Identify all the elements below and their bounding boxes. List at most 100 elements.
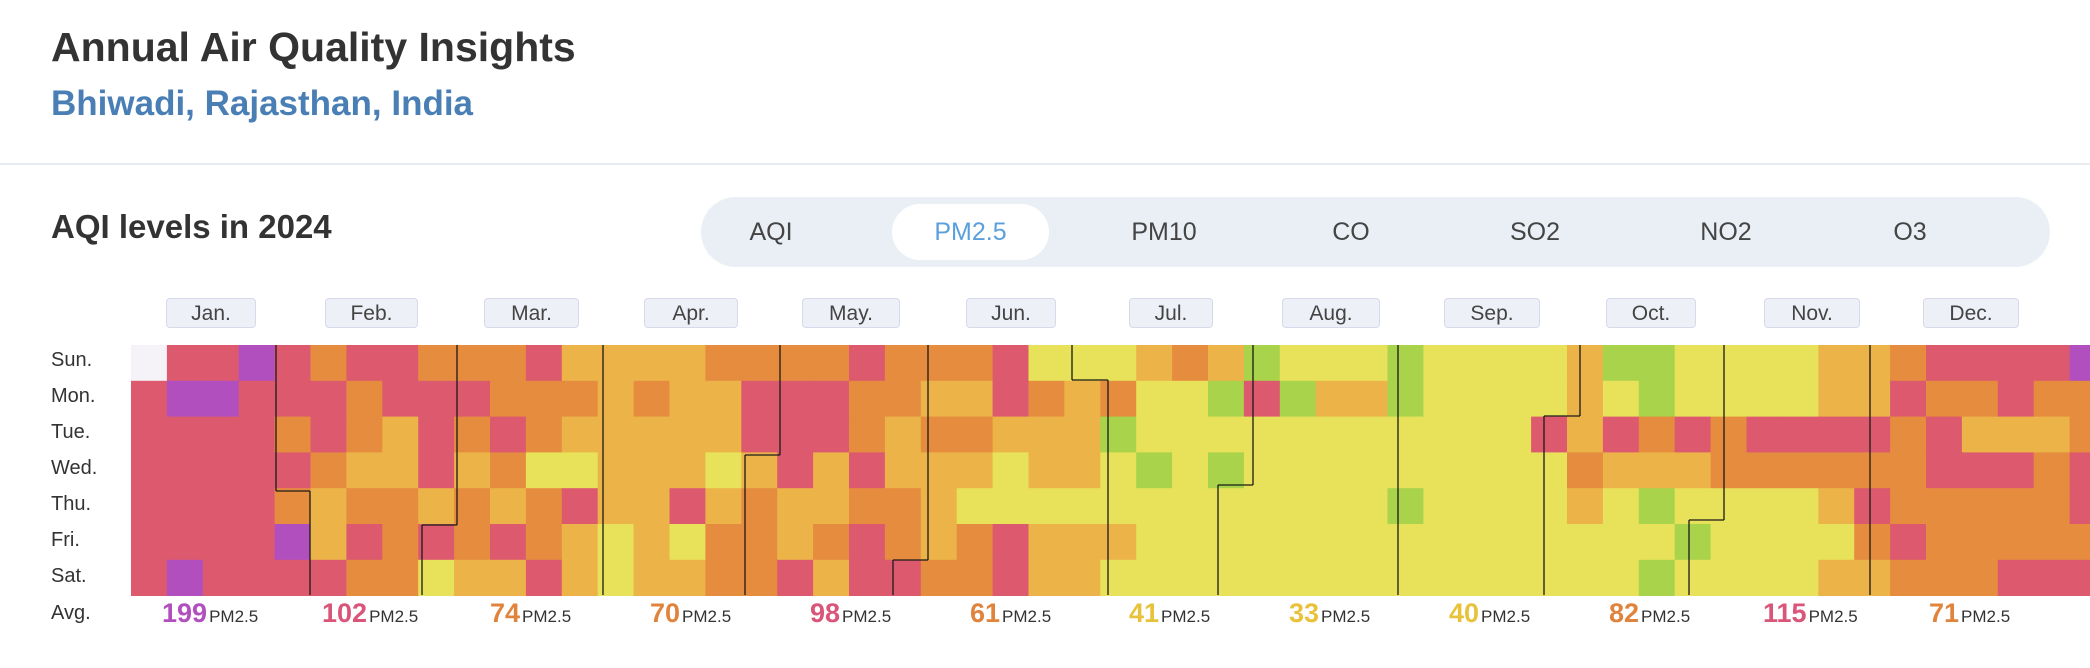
heatmap-cell-fri-week-41[interactable] [1567, 524, 1604, 561]
heatmap-cell-sun-week-37[interactable] [1423, 345, 1460, 382]
heatmap-cell-sat-week-43[interactable] [1638, 559, 1676, 596]
heatmap-cell-tue-week-27[interactable] [1064, 416, 1101, 453]
heatmap-cell-thu-week-13[interactable] [561, 488, 599, 525]
heatmap-cell-mon-week-34[interactable] [1315, 380, 1352, 417]
heatmap-cell-wed-week-9[interactable] [418, 452, 455, 489]
heatmap-cell-thu-week-28[interactable] [1100, 488, 1137, 525]
heatmap-cell-fri-week-19[interactable] [777, 524, 814, 561]
heatmap-cell-mon-week-35[interactable] [1351, 380, 1388, 417]
heatmap-cell-sat-week-28[interactable] [1100, 559, 1137, 596]
heatmap-cell-tue-week-43[interactable] [1638, 416, 1676, 453]
heatmap-cell-mon-week-33[interactable] [1279, 380, 1317, 417]
heatmap-cell-mon-week-49[interactable] [1854, 380, 1891, 417]
heatmap-cell-tue-week-53[interactable] [1997, 416, 2035, 453]
heatmap-cell-wed-week-15[interactable] [633, 452, 670, 489]
heatmap-cell-thu-week-20[interactable] [813, 488, 850, 525]
heatmap-cell-sun-week-15[interactable] [633, 345, 670, 382]
heatmap-cell-mon-week-51[interactable] [1926, 380, 1963, 417]
heatmap-cell-mon-week-3[interactable] [202, 380, 240, 417]
heatmap-cell-tue-week-37[interactable] [1423, 416, 1460, 453]
heatmap-cell-tue-week-39[interactable] [1495, 416, 1532, 453]
heatmap-cell-wed-week-17[interactable] [705, 452, 742, 489]
heatmap-cell-sun-week-28[interactable] [1100, 345, 1137, 382]
heatmap-cell-mon-week-55[interactable] [2069, 380, 2090, 417]
heatmap-cell-tue-week-40[interactable] [1531, 416, 1568, 453]
heatmap-cell-sat-week-12[interactable] [525, 559, 563, 596]
heatmap-cell-sat-week-15[interactable] [633, 559, 670, 596]
heatmap-cell-fri-week-38[interactable] [1459, 524, 1496, 561]
heatmap-cell-tue-week-15[interactable] [633, 416, 670, 453]
heatmap-cell-wed-week-2[interactable] [166, 452, 204, 489]
heatmap-cell-sun-week-30[interactable] [1172, 345, 1209, 382]
heatmap-cell-sun-week-13[interactable] [561, 345, 599, 382]
heatmap-cell-fri-week-17[interactable] [705, 524, 742, 561]
heatmap-cell-thu-week-18[interactable] [741, 488, 778, 525]
heatmap-cell-mon-week-50[interactable] [1890, 380, 1927, 417]
heatmap-cell-sun-week-21[interactable] [849, 345, 886, 382]
heatmap-cell-thu-week-40[interactable] [1531, 488, 1568, 525]
heatmap-cell-sat-week-14[interactable] [597, 559, 634, 596]
heatmap-cell-thu-week-46[interactable] [1746, 488, 1783, 525]
heatmap-cell-mon-week-48[interactable] [1818, 380, 1855, 417]
heatmap-cell-mon-week-47[interactable] [1782, 380, 1819, 417]
heatmap-cell-thu-week-4[interactable] [238, 488, 275, 525]
heatmap-cell-thu-week-17[interactable] [705, 488, 742, 525]
heatmap-cell-fri-week-29[interactable] [1136, 524, 1173, 561]
heatmap-cell-sat-week-16[interactable] [669, 559, 706, 596]
heatmap-cell-sat-week-32[interactable] [1243, 559, 1281, 596]
heatmap-cell-mon-week-29[interactable] [1136, 380, 1173, 417]
heatmap-cell-tue-week-11[interactable] [490, 416, 527, 453]
heatmap-cell-fri-week-9[interactable] [418, 524, 455, 561]
heatmap-cell-fri-week-32[interactable] [1243, 524, 1281, 561]
heatmap-cell-sat-week-5[interactable] [274, 559, 311, 596]
heatmap-cell-mon-week-26[interactable] [1028, 380, 1065, 417]
heatmap-cell-fri-week-50[interactable] [1890, 524, 1927, 561]
heatmap-cell-tue-week-49[interactable] [1854, 416, 1891, 453]
heatmap-cell-thu-week-1[interactable] [131, 488, 168, 525]
heatmap-cell-fri-week-18[interactable] [741, 524, 778, 561]
heatmap-cell-thu-week-49[interactable] [1854, 488, 1891, 525]
heatmap-cell-mon-week-53[interactable] [1997, 380, 2035, 417]
heatmap-cell-sun-week-19[interactable] [777, 345, 814, 382]
heatmap-cell-sat-week-39[interactable] [1495, 559, 1532, 596]
heatmap-cell-mon-week-45[interactable] [1710, 380, 1747, 417]
heatmap-cell-tue-week-42[interactable] [1602, 416, 1640, 453]
heatmap-cell-wed-week-27[interactable] [1064, 452, 1101, 489]
heatmap-cell-sat-week-3[interactable] [202, 559, 240, 596]
heatmap-cell-fri-week-22[interactable] [884, 524, 922, 561]
heatmap-cell-sun-week-4[interactable] [238, 345, 275, 382]
heatmap-cell-tue-week-41[interactable] [1567, 416, 1604, 453]
heatmap-cell-tue-week-19[interactable] [777, 416, 814, 453]
heatmap-cell-wed-week-42[interactable] [1602, 452, 1640, 489]
heatmap-cell-fri-week-46[interactable] [1746, 524, 1783, 561]
heatmap-cell-sat-week-2[interactable] [166, 559, 204, 596]
heatmap-cell-mon-week-52[interactable] [1961, 380, 1999, 417]
heatmap-cell-thu-week-8[interactable] [382, 488, 419, 525]
heatmap-cell-wed-week-52[interactable] [1961, 452, 1999, 489]
heatmap-cell-fri-week-54[interactable] [2033, 524, 2070, 561]
heatmap-cell-wed-week-48[interactable] [1818, 452, 1855, 489]
heatmap-cell-wed-week-39[interactable] [1495, 452, 1532, 489]
heatmap-cell-mon-week-46[interactable] [1746, 380, 1783, 417]
heatmap-cell-tue-week-18[interactable] [741, 416, 778, 453]
heatmap-cell-thu-week-51[interactable] [1926, 488, 1963, 525]
heatmap-cell-thu-week-9[interactable] [418, 488, 455, 525]
heatmap-cell-fri-week-12[interactable] [525, 524, 563, 561]
heatmap-cell-wed-week-4[interactable] [238, 452, 275, 489]
heatmap-cell-wed-week-28[interactable] [1100, 452, 1137, 489]
heatmap-cell-fri-week-27[interactable] [1064, 524, 1101, 561]
heatmap-cell-wed-week-41[interactable] [1567, 452, 1604, 489]
heatmap-cell-tue-week-45[interactable] [1710, 416, 1747, 453]
heatmap-cell-thu-week-29[interactable] [1136, 488, 1173, 525]
heatmap-cell-sat-week-37[interactable] [1423, 559, 1460, 596]
heatmap-cell-sat-week-9[interactable] [418, 559, 455, 596]
heatmap-cell-fri-week-48[interactable] [1818, 524, 1855, 561]
heatmap-cell-mon-week-2[interactable] [166, 380, 204, 417]
heatmap-cell-sun-week-36[interactable] [1387, 345, 1424, 382]
heatmap-cell-sat-week-41[interactable] [1567, 559, 1604, 596]
tab-pm25[interactable]: PM2.5 [892, 204, 1049, 260]
heatmap-cell-mon-week-38[interactable] [1459, 380, 1496, 417]
heatmap-cell-wed-week-16[interactable] [669, 452, 706, 489]
heatmap-cell-fri-week-14[interactable] [597, 524, 634, 561]
heatmap-cell-fri-week-28[interactable] [1100, 524, 1137, 561]
